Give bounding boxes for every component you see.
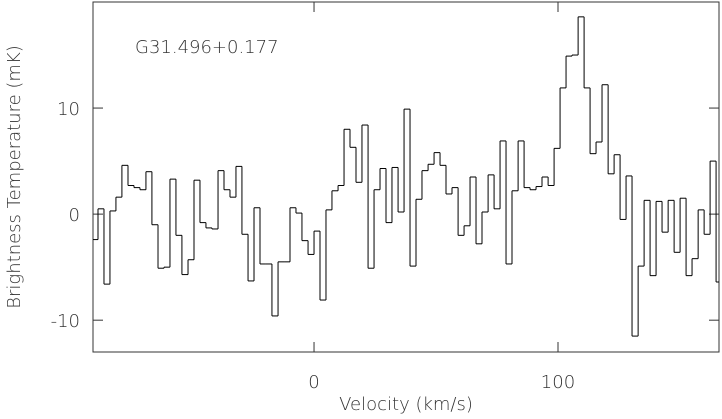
x-axis-label: Velocity (km/s) [339,394,473,415]
x-tick-label: 100 [541,372,575,393]
annotation: G31.496+0.177 [135,37,279,58]
x-tick-label: 0 [308,372,319,393]
y-axis-label: Brightness Temperature (mK) [4,45,25,309]
plot-frame [92,1,720,353]
y-tick-label: 0 [69,205,80,226]
y-tick-label: -10 [51,311,80,332]
y-tick-label: 10 [57,99,80,120]
